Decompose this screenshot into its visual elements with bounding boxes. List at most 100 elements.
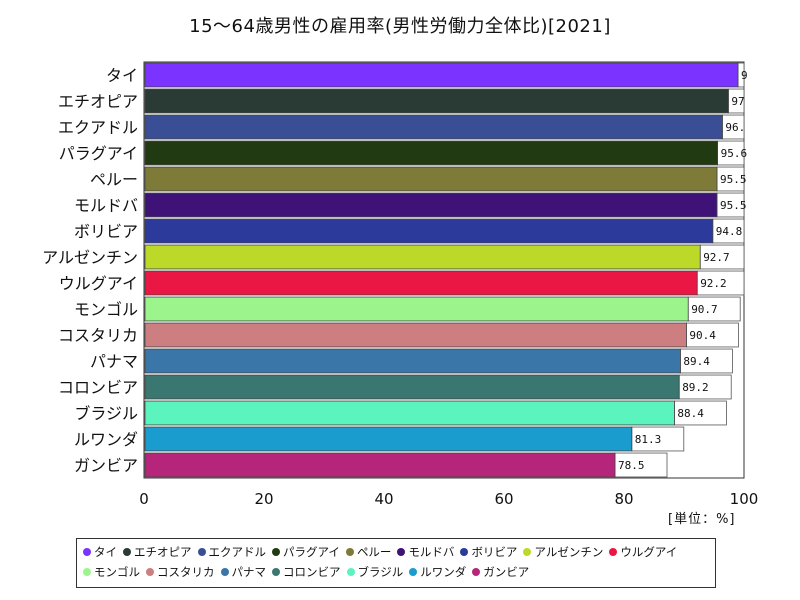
plot-frame [143, 61, 745, 479]
data-label: 89.2 [682, 381, 709, 394]
bar [144, 348, 681, 374]
data-label: 89.4 [683, 355, 710, 368]
legend-item: コスタリカ [146, 562, 215, 582]
legend-label: タイ [94, 545, 117, 559]
legend-dot-icon [272, 568, 280, 576]
legend-label: アルゼンチン [534, 545, 604, 559]
bar [144, 192, 718, 218]
legend-item: ガンビア [472, 562, 529, 582]
x-tick-label: 0 [139, 490, 149, 508]
bar [144, 452, 616, 478]
bar [144, 88, 729, 114]
legend-dot-icon [197, 548, 206, 556]
x-tick-label: 60 [494, 490, 513, 508]
legend-item: ブラジル [346, 562, 404, 582]
category-label: ブラジル [74, 404, 138, 423]
legend-item: ペルー [345, 542, 391, 562]
data-label: 81.3 [635, 433, 662, 446]
legend-label: モルドバ [408, 545, 455, 559]
legend-dot-icon [609, 548, 618, 556]
data-label: 94.8 [716, 225, 743, 238]
data-label: 92.7 [703, 251, 730, 264]
category-label: ペルー [90, 170, 138, 189]
bar [144, 62, 739, 88]
legend-item: パナマ [220, 562, 267, 582]
data-label: 92.2 [700, 277, 727, 290]
legend-dot-icon [123, 548, 131, 556]
legend-dot-icon [523, 548, 532, 556]
data-label: 97 [731, 95, 744, 108]
category-label: モンゴル [74, 300, 138, 319]
legend-item: ボリビア [460, 542, 517, 562]
legend-dot-icon [220, 568, 229, 576]
x-tick-label: 80 [614, 490, 633, 508]
legend-item: エクアドル [197, 542, 267, 562]
legend-dot-icon [83, 548, 91, 556]
legend-dot-icon [460, 548, 469, 556]
bar [144, 270, 698, 296]
category-label: タイ [106, 66, 138, 85]
legend-label: ウルグアイ [620, 545, 678, 559]
data-label: 90.7 [691, 303, 718, 316]
bar [144, 244, 701, 270]
legend-item: ルワンダ [409, 562, 466, 582]
legend-label: ガンビア [483, 565, 530, 579]
legend-item: アルゼンチン [523, 542, 603, 562]
x-tick-label: 40 [374, 490, 393, 508]
data-label: 95.6 [721, 147, 748, 160]
bar [144, 166, 718, 192]
legend-dot-icon [472, 568, 481, 576]
bar [144, 218, 714, 244]
data-label: 96. [725, 121, 745, 134]
legend-item: モルドバ [397, 542, 454, 562]
legend-label: ボリビア [471, 545, 518, 559]
legend-dot-icon [272, 548, 280, 556]
legend-item: エチオピア [123, 542, 192, 562]
category-label: コロンビア [58, 378, 138, 397]
unit-label: [単位：%] [668, 512, 736, 527]
legend-label: コスタリカ [157, 565, 215, 579]
category-label: モルドバ [74, 196, 138, 215]
legend-dot-icon [345, 548, 354, 556]
bar [144, 322, 687, 348]
chart-title: 15～64歳男性の雇用率(男性労働力全体比)[2021] [189, 16, 611, 37]
legend-label: パナマ [231, 565, 267, 579]
legend-label: エクアドル [208, 545, 267, 559]
legend: タイ エチオピア エクアドル パラグアイ ペルー モルドバ ボリビア アルゼンチン ウルグアイモ… [76, 538, 716, 588]
legend-dot-icon [397, 548, 406, 556]
legend-item: ウルグアイ [609, 542, 677, 562]
legend-label: ブラジル [357, 565, 404, 579]
legend-label: モンゴル [94, 565, 140, 579]
legend-dot-icon [409, 568, 418, 576]
category-label: ウルグアイ [59, 274, 138, 293]
data-label: 90.4 [689, 329, 716, 342]
legend-label: ルワンダ [420, 565, 467, 579]
category-label: エクアドル [58, 118, 138, 137]
legend-dot-icon [146, 568, 154, 576]
category-label: パラグアイ [59, 144, 138, 163]
legend-dot-icon [83, 568, 91, 576]
category-label: コスタリカ [58, 326, 138, 345]
data-label: 95.5 [720, 173, 747, 186]
data-label: 78.5 [618, 459, 645, 472]
category-label: ガンビア [74, 456, 138, 475]
legend-label: パラグアイ [283, 545, 340, 559]
legend-dot-icon [346, 568, 355, 576]
x-tick-label: 20 [254, 490, 273, 508]
bar [144, 140, 718, 166]
category-label: ルワンダ [74, 430, 138, 449]
category-label: エチオピア [58, 92, 138, 111]
bar [144, 114, 723, 140]
legend-label: コロンビア [283, 565, 341, 579]
category-label: パナマ [90, 352, 138, 371]
bar [144, 426, 633, 452]
data-label: 95.5 [720, 199, 747, 212]
category-label: ボリビア [74, 222, 138, 241]
legend-item: タイ [83, 542, 117, 562]
data-label: 88.4 [677, 407, 704, 420]
legend-label: エチオピア [134, 545, 192, 559]
bar [144, 400, 675, 426]
data-label: 9 [741, 69, 748, 82]
legend-item: モンゴル [83, 562, 140, 582]
